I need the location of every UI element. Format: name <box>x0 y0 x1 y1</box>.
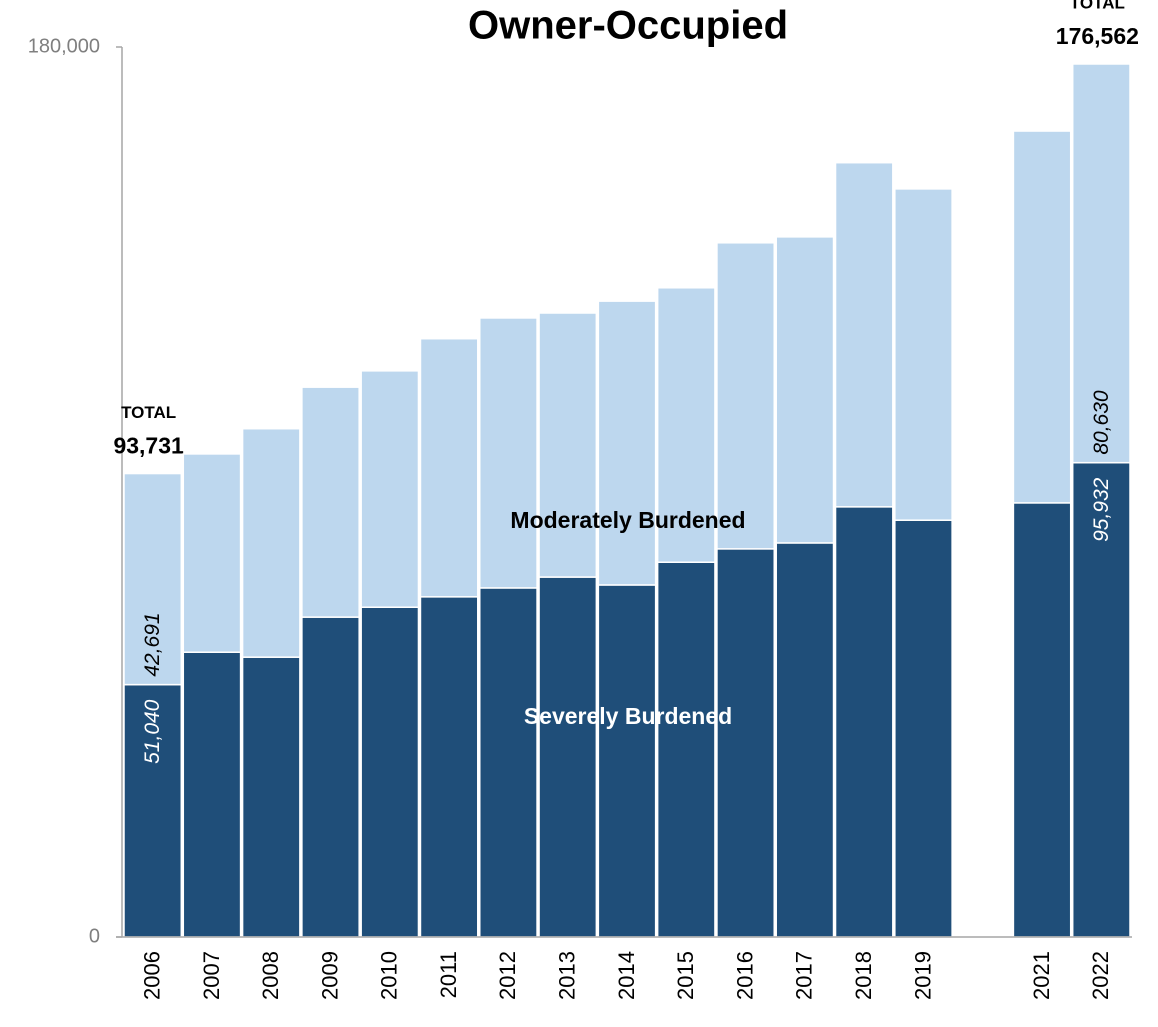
value-label: 80,630 <box>1090 390 1113 455</box>
x-tick-label: 2006 <box>139 951 164 1000</box>
x-tick-label: 2014 <box>614 951 639 1000</box>
bar-segment <box>834 161 894 508</box>
series-label: Moderately Burdened <box>510 507 745 533</box>
y-tick-label: 180,000 <box>28 35 100 57</box>
chart-title: Owner-Occupied <box>468 4 788 48</box>
bar-segment <box>1012 502 1072 938</box>
bar-segment <box>419 337 479 598</box>
bar-segment <box>775 236 835 544</box>
bar-segment <box>834 506 894 938</box>
total-label: 93,731 <box>113 433 184 459</box>
bar-segment <box>241 656 301 938</box>
bar-segment <box>241 427 301 658</box>
bar-segment <box>123 683 183 938</box>
x-tick-label: 2013 <box>555 951 580 1000</box>
bar-segment <box>360 370 420 608</box>
value-label: 51,040 <box>141 699 164 764</box>
bar-segment <box>894 519 953 938</box>
bar-segment <box>182 453 242 653</box>
x-tick-label: 2010 <box>377 951 402 1000</box>
bar-segment <box>1071 63 1131 464</box>
x-tick-label: 2022 <box>1088 951 1113 1000</box>
x-tick-label: 2009 <box>317 951 342 1000</box>
x-tick-label: 2018 <box>851 951 876 1000</box>
bar-segment <box>775 542 835 938</box>
y-tick-label: 0 <box>89 925 100 947</box>
total-label: 176,562 <box>1056 23 1139 49</box>
bar-segment <box>360 606 420 938</box>
x-tick-label: 2008 <box>258 951 283 1000</box>
bar-segment <box>716 242 775 550</box>
series-label: Severely Burdened <box>524 703 732 729</box>
x-tick-label: 2021 <box>1029 951 1054 1000</box>
bar-segment <box>656 561 716 938</box>
x-tick-label: 2019 <box>910 951 935 1000</box>
bar-segment <box>716 548 775 938</box>
x-tick-label: 2017 <box>792 951 817 1000</box>
x-tick-label: 2012 <box>495 951 520 1000</box>
value-label: 95,932 <box>1090 477 1113 542</box>
bar-segment <box>182 651 242 938</box>
bar-segment <box>301 386 360 618</box>
bar-segment <box>597 584 657 938</box>
bar-segment <box>538 576 598 938</box>
bar-segment <box>123 472 183 686</box>
bar-segment <box>479 317 538 589</box>
bar-segment <box>419 596 479 938</box>
x-tick-label: 2015 <box>673 951 698 1000</box>
bar-segment <box>1012 130 1072 504</box>
x-tick-label: 2016 <box>732 951 757 1000</box>
total-title: TOTAL <box>121 403 176 422</box>
x-tick-label: 2011 <box>436 951 461 998</box>
bar-segment <box>479 587 538 938</box>
bar-segment <box>894 188 953 521</box>
bar-segment <box>301 616 360 938</box>
total-title: TOTAL <box>1070 0 1125 12</box>
value-label: 42,691 <box>141 612 164 676</box>
x-tick-label: 2007 <box>199 951 224 1000</box>
bar-segment <box>597 300 657 586</box>
bar-segment <box>656 287 716 563</box>
bar-segment <box>538 312 598 578</box>
